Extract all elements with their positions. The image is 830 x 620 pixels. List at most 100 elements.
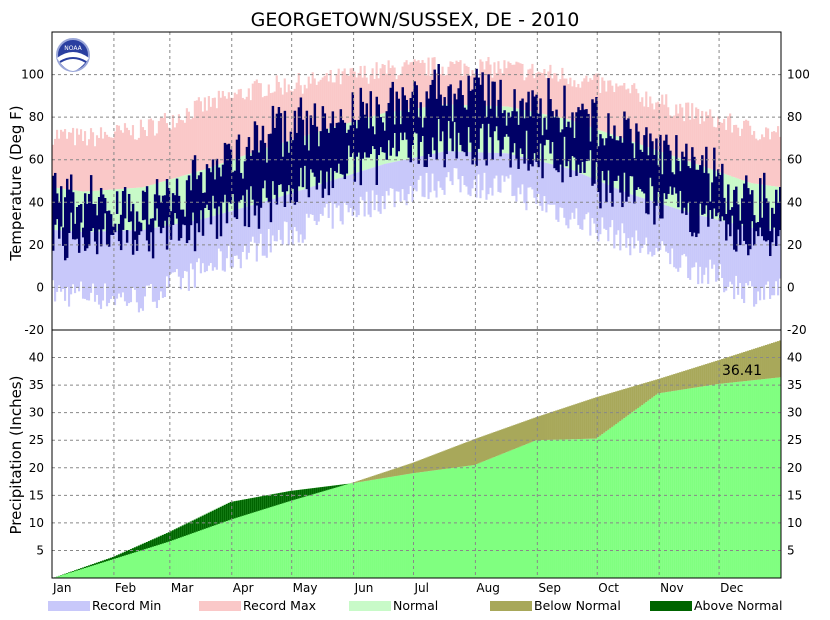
observed-temp-bar: [177, 195, 181, 241]
observed-temp-bar: [125, 230, 129, 243]
below-normal-bar: [753, 348, 756, 381]
observed-precip-bar: [603, 432, 606, 578]
observed-temp-bar: [521, 98, 524, 155]
observed-precip-bar: [91, 564, 95, 578]
record-max-bar: [199, 101, 202, 171]
below-normal-bar: [739, 353, 742, 382]
below-normal-bar: [735, 354, 738, 383]
record-min-bar: [429, 154, 432, 193]
above-normal-bar: [341, 484, 344, 486]
observed-precip-bar: [335, 485, 338, 578]
observed-precip-bar: [563, 439, 566, 578]
observed-temp-bar: [439, 94, 442, 142]
above-normal-bar: [87, 565, 91, 567]
record-max-bar: [611, 85, 614, 135]
record-max-bar: [681, 107, 684, 160]
record-min-bar: [551, 164, 554, 205]
observed-temp-bar: [529, 116, 532, 165]
above-normal-bar: [123, 551, 127, 556]
observed-precip-bar: [391, 476, 394, 578]
observed-precip-bar: [641, 405, 644, 578]
observed-precip-bar: [451, 467, 454, 578]
record-min-bar: [501, 153, 504, 176]
record-max-bar: [757, 140, 760, 185]
observed-precip-bar: [479, 462, 482, 578]
observed-precip-bar: [255, 497, 258, 578]
record-max-bar: [223, 96, 226, 163]
record-max-bar: [653, 109, 656, 150]
observed-precip-bar: [71, 571, 75, 578]
temperature-panel: [52, 57, 782, 313]
observed-temp-bar: [747, 188, 750, 256]
observed-temp-bar: [233, 170, 237, 218]
below-normal-bar: [675, 373, 678, 391]
above-normal-bar: [175, 528, 178, 539]
above-normal-bar: [187, 522, 190, 535]
observed-temp-bar: [489, 108, 492, 138]
observed-precip-bar: [383, 477, 386, 578]
observed-temp-bar: [141, 190, 145, 221]
observed-temp-bar: [327, 132, 331, 196]
observed-temp-bar: [429, 84, 432, 158]
observed-temp-bar: [589, 141, 592, 151]
above-normal-bar: [221, 505, 224, 523]
observed-precip-bar: [415, 472, 418, 578]
above-normal-bar: [95, 562, 99, 565]
observed-temp-bar: [229, 149, 233, 204]
precip-tick-label-left: 5: [36, 543, 44, 557]
above-normal-bar: [163, 534, 166, 543]
observed-temp-bar: [199, 172, 203, 211]
normal-bar: [467, 105, 470, 152]
observed-temp-bar: [553, 117, 556, 169]
record-min-bar: [365, 169, 368, 192]
observed-precip-bar: [331, 485, 334, 578]
record-max-bar: [411, 61, 414, 109]
above-normal-bar: [151, 539, 155, 547]
observed-precip-bar: [483, 461, 486, 578]
record-max-bar: [301, 93, 304, 137]
record-min-bar: [745, 226, 748, 284]
record-max-bar: [427, 57, 430, 107]
observed-precip-bar: [249, 498, 252, 578]
above-normal-bar: [295, 490, 298, 500]
record-max-bar: [167, 127, 170, 180]
record-max-bar: [605, 91, 608, 133]
below-normal-bar: [425, 457, 428, 472]
above-normal-bar: [243, 499, 246, 516]
observed-precip-bar: [227, 502, 230, 578]
record-min-bar: [617, 189, 620, 231]
below-normal-bar: [747, 350, 750, 381]
record-min-bar: [543, 162, 546, 197]
observed-precip-bar: [743, 381, 746, 578]
observed-precip-bar: [699, 386, 702, 578]
record-max-bar: [719, 122, 722, 173]
observed-temp-bar: [409, 98, 412, 163]
observed-temp-bar: [157, 195, 161, 227]
below-normal-bar: [741, 352, 744, 382]
below-normal-bar: [701, 365, 704, 387]
below-normal-bar: [595, 397, 598, 439]
observed-temp-bar: [181, 209, 185, 225]
below-normal-bar: [481, 436, 484, 462]
observed-temp-bar: [265, 162, 269, 198]
observed-precip-bar: [471, 465, 474, 578]
observed-precip-bar: [89, 564, 93, 578]
below-normal-bar: [485, 434, 488, 461]
below-normal-bar: [445, 449, 448, 469]
record-max-bar: [365, 77, 368, 118]
record-min-bar: [559, 166, 562, 208]
record-min-bar: [75, 231, 79, 288]
observed-temp-bar: [171, 193, 175, 225]
legend-label: Normal: [393, 598, 438, 613]
below-normal-bar: [777, 341, 780, 378]
above-normal-bar: [145, 542, 149, 549]
below-normal-bar: [355, 481, 358, 483]
record-min-bar: [303, 189, 306, 240]
observed-temp-bar: [303, 145, 307, 166]
observed-precip-bar: [259, 496, 262, 578]
record-max-bar: [163, 113, 166, 182]
below-normal-bar: [715, 360, 718, 385]
observed-precip-bar: [387, 477, 390, 578]
record-min-bar: [759, 228, 762, 301]
above-normal-bar: [67, 572, 71, 574]
